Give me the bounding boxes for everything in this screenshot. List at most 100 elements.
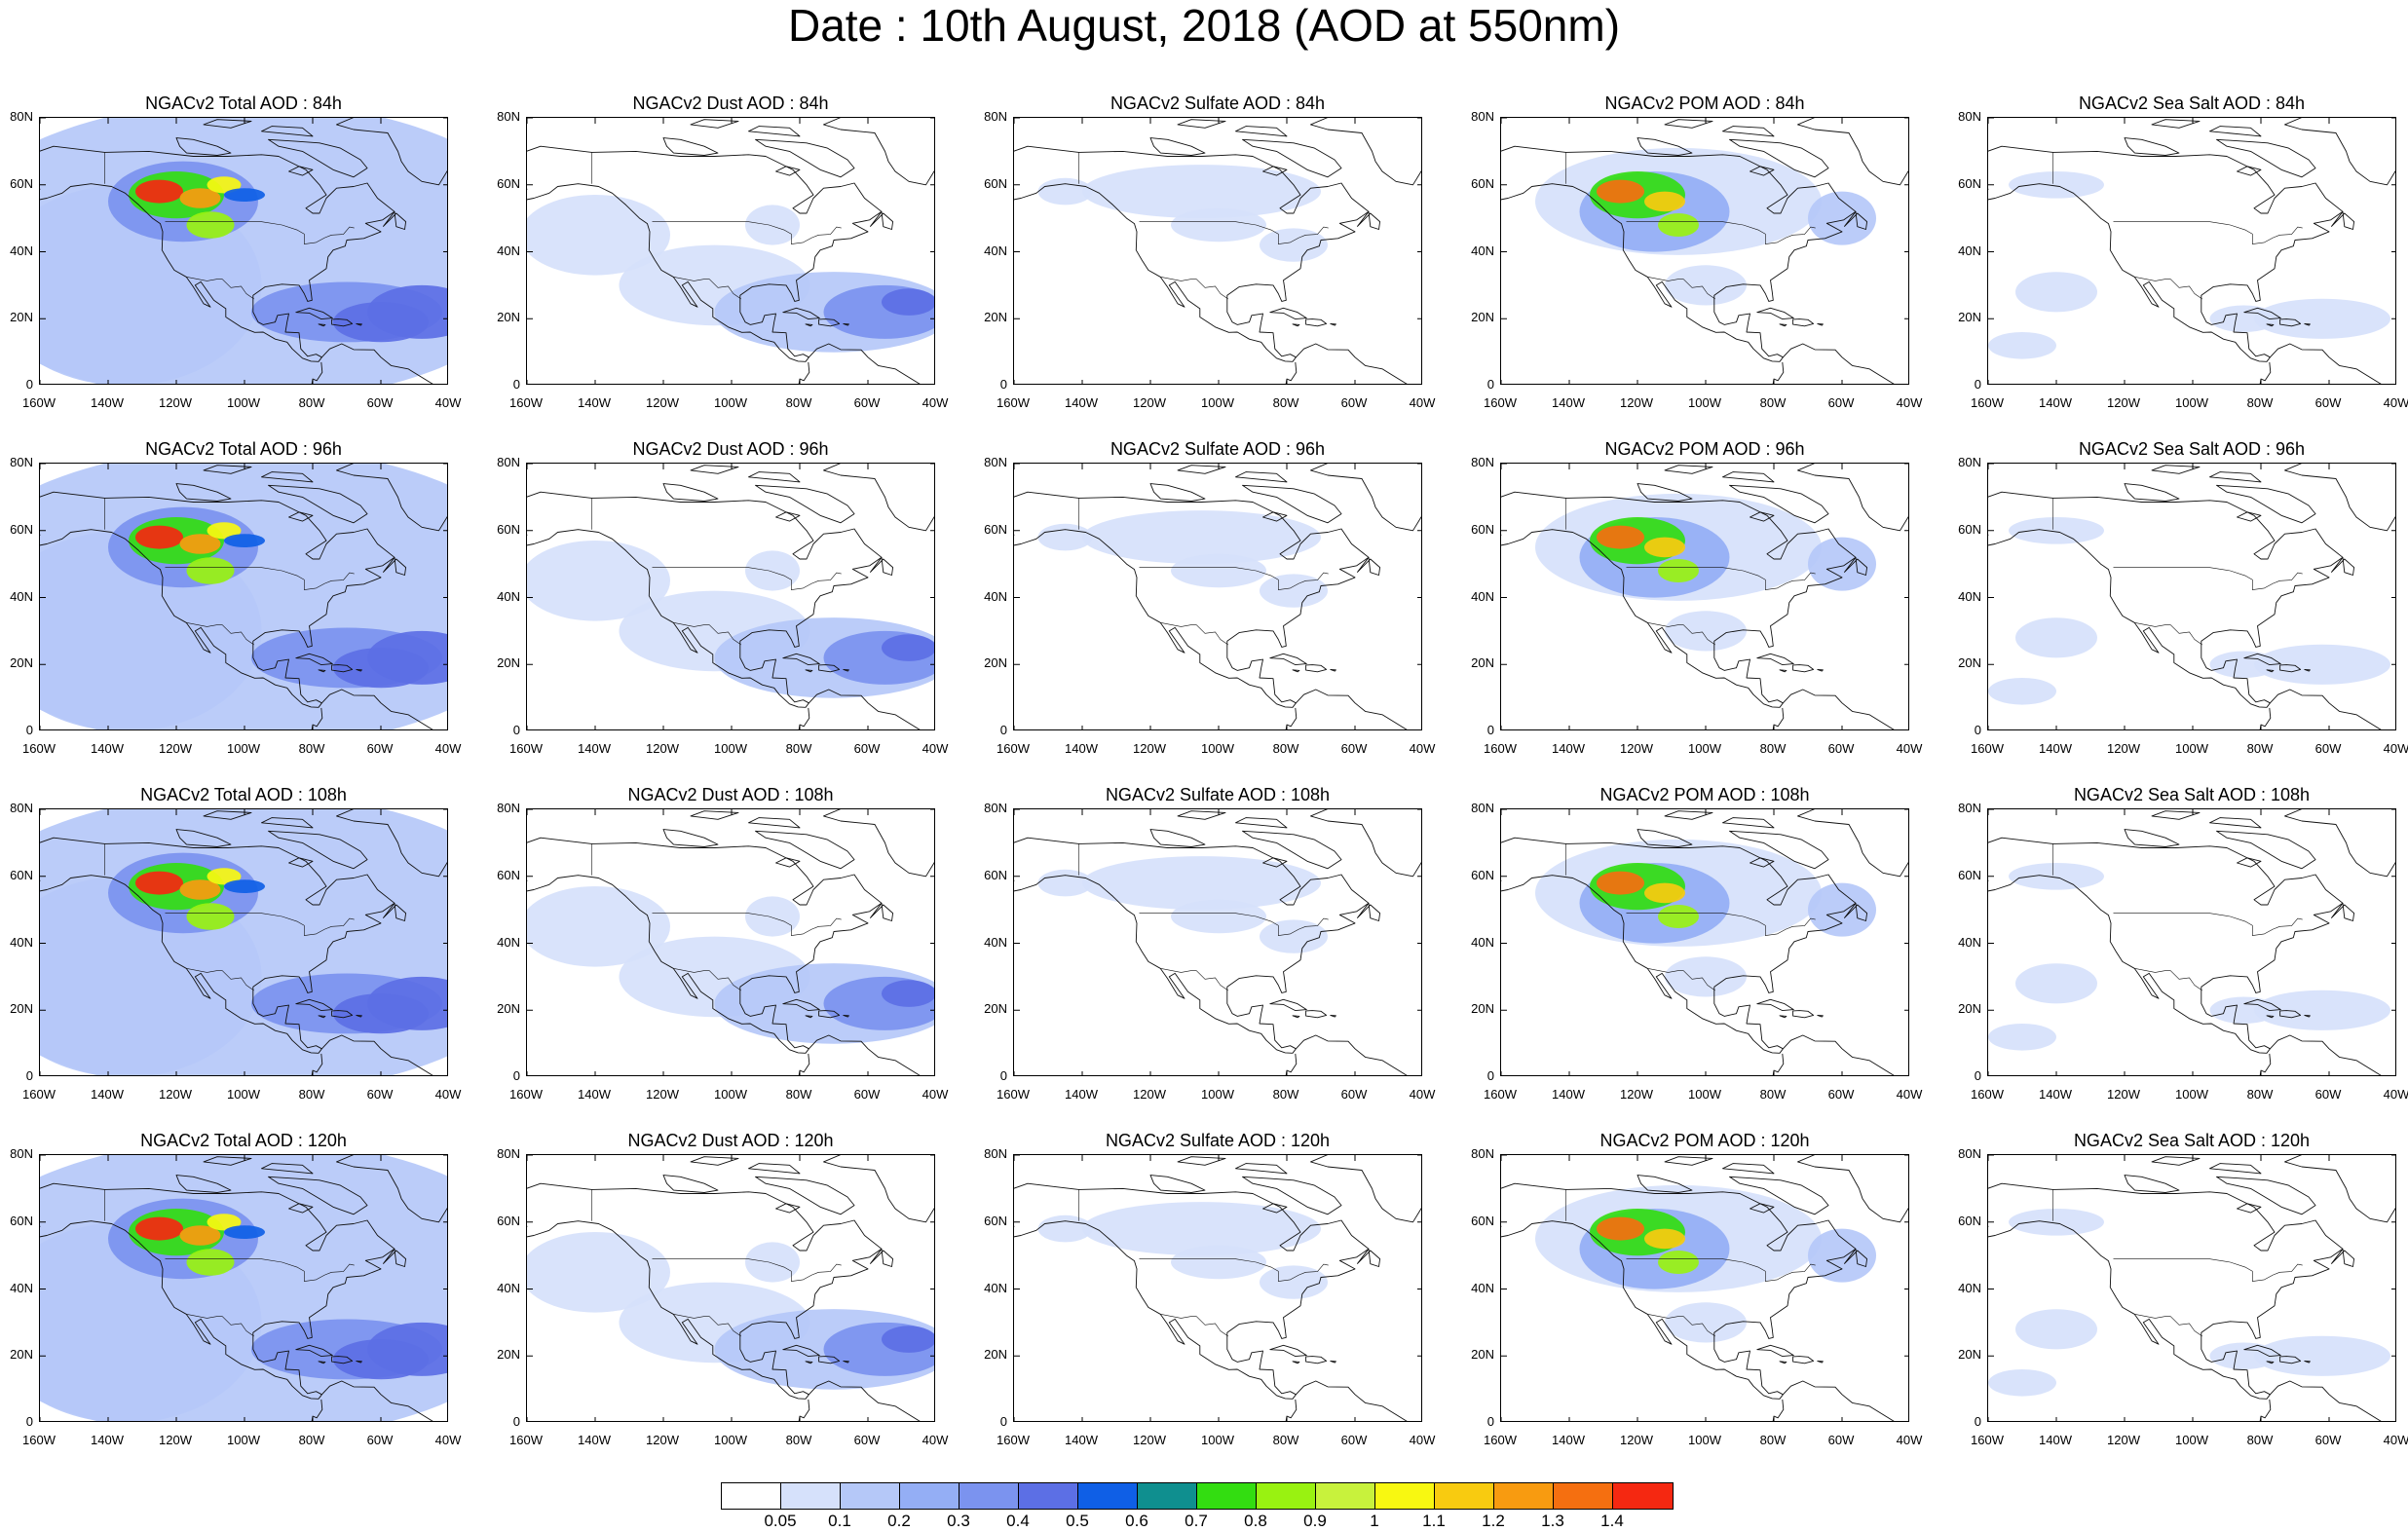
lon-tick-label: 120W [646,741,679,756]
coastline-island [1235,126,1288,137]
coastline-island [2237,1203,2262,1214]
lat-tick-label: 40N [984,934,1007,950]
lat-tick-label: 80N [1471,455,1494,469]
border-us-canada [165,221,355,244]
aod-plume [186,211,235,239]
lon-tick-label: 80W [785,1433,812,1447]
coastline-north-america [40,491,395,708]
coastline-island [1722,471,1775,483]
coastline-south-america [311,1380,433,1421]
coastline-greenland [1797,809,1908,878]
lat-tick-label: 80N [984,801,1007,815]
lon-tick-label: 160W [997,395,1030,410]
coastline-island [1357,556,1381,576]
coastline-island [690,1156,739,1166]
aod-plume [1037,1214,1093,1243]
coastline-island [748,817,801,829]
map-panel-seasalt-108h: NGACv2 Sea Salt AOD : 108h 80N 60N 40N 20N 0 1… [1948,784,2408,1115]
border-us-canada [2113,567,2303,590]
border-us-mexico [1647,622,1715,646]
aod-plume [1658,559,1699,582]
lon-tick-label: 40W [1409,1087,1436,1102]
coastline-island [318,669,326,673]
coastline-north-america [1988,837,2344,1054]
colorbar-box [1257,1483,1316,1509]
coastline-greenland [1310,464,1421,532]
lat-tick-label: 0 [999,723,1007,737]
colorbar-box [900,1483,959,1509]
lat-tick-label: 60N [10,521,33,537]
aod-plume [2015,617,2097,658]
lon-tick-label: 160W [22,1087,56,1102]
lon-tick-label: 140W [578,741,611,756]
coastline-north-america [1988,145,2344,362]
coastline-island [1637,483,1693,502]
coastline-island [782,653,820,666]
coastline-island [805,1015,813,1019]
aod-plume [1988,1024,2056,1051]
map-frame [1500,1154,1909,1422]
coastline-south-america [1772,689,1895,729]
coastline-north-america [40,145,395,362]
coastline-island [1235,471,1288,483]
coastline-island [1792,1356,1815,1364]
aod-plume [333,648,429,689]
lon-tick-label: 60W [1340,741,1368,756]
aod-map [40,464,447,729]
lon-tick-label: 100W [2175,1087,2208,1102]
aod-plume [882,980,934,1007]
coastline-island [2331,556,2355,576]
lon-tick-label: 120W [1620,1087,1653,1102]
aod-plume [1171,899,1266,934]
coastline-greenland [1310,118,1421,186]
coastline-island [318,1015,326,1019]
colorbar-box [959,1483,1019,1509]
coastline-island [782,998,820,1012]
lon-tick-label: 100W [1688,741,1721,756]
coastline-island [2209,471,2262,483]
aod-plume [2209,651,2278,679]
lon-tick-label: 160W [22,741,56,756]
lon-tick-label: 140W [2039,395,2072,410]
coastline-north-america [1014,837,1370,1054]
coastline-island [356,668,362,672]
coastline-island [261,126,314,137]
aod-plume [1808,882,1876,937]
lat-tick-label: 40N [1471,588,1494,604]
lon-tick-label: 120W [646,1087,679,1102]
aod-map [1014,118,1421,384]
lon-tick-label: 140W [578,1087,611,1102]
coastline-island [1664,119,1713,129]
coastline-south-america [798,343,921,384]
lon-tick-label: 160W [509,741,543,756]
lon-tick-label: 100W [2175,741,2208,756]
aod-plume [1260,1265,1328,1299]
aod-plume [1808,1228,1876,1283]
coastline-island [2304,1360,2311,1364]
lon-tick-label: 80W [785,395,812,410]
coastline-island [1756,307,1794,320]
map-frame [526,808,935,1076]
border-us-mexico [186,968,254,991]
lon-tick-label: 80W [298,1433,325,1447]
lon-tick-label: 160W [509,395,543,410]
aod-plume [1260,574,1328,608]
lat-tick-label: 60N [1958,1213,1981,1228]
lat-tick-label: 20N [10,1347,33,1363]
coastline-island [295,653,333,666]
lon-tick-label: 60W [366,395,394,410]
lat-tick-label: 20N [1471,1347,1494,1363]
lon-tick-label: 40W [922,741,949,756]
aod-plume [333,302,429,343]
coastline-north-america [527,1182,883,1400]
lat-tick-label: 60N [984,521,1007,537]
coastline-island [1756,653,1794,666]
aod-plume [2015,1309,2097,1350]
coastline-island [1269,653,1307,666]
lat-tick-label: 20N [497,1001,520,1017]
lat-tick-label: 40N [1958,934,1981,950]
lat-tick-label: 40N [497,243,520,258]
colorbar-label: 1.4 [1600,1512,1624,1530]
coastline-island [662,483,719,502]
aod-plume [2254,990,2390,1030]
